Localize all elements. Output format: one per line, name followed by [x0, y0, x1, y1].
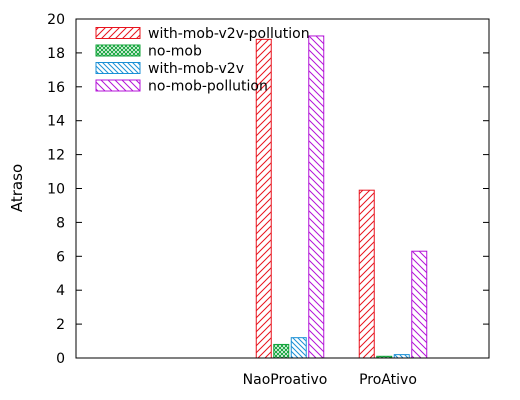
- legend-label: with-mob-v2v: [148, 61, 244, 77]
- plot-frame: [75, 18, 490, 359]
- y-tick-label: 20: [47, 12, 65, 28]
- y-tick-label: 6: [56, 249, 65, 265]
- y-tick-label: 18: [47, 46, 65, 62]
- bar-no-mob-NaoProativo: [273, 343, 290, 359]
- bar-no-mob-pollution-ProAtivo: [411, 250, 428, 359]
- legend-label: with-mob-v2v-pollution: [148, 26, 310, 42]
- legend-swatch: [95, 62, 141, 74]
- legend-swatch: [95, 79, 141, 92]
- legend-label: no-mob: [148, 44, 202, 60]
- bar-no-mob-pollution-NaoProativo: [308, 35, 325, 359]
- bars: [255, 35, 428, 359]
- y-tick-label: 0: [56, 351, 65, 367]
- y-tick-label: 2: [56, 317, 65, 333]
- y-tick-label: 8: [56, 215, 65, 231]
- bar-with-mob-v2v-ProAtivo: [393, 354, 410, 359]
- y-tick-label: 12: [47, 148, 65, 164]
- y-axis-label: Atraso: [8, 164, 26, 212]
- y-tick-label: 14: [47, 114, 65, 130]
- legend-label: no-mob-pollution: [148, 79, 268, 95]
- legend-swatch: [95, 44, 141, 57]
- bar-with-mob-v2v-NaoProativo: [290, 337, 307, 359]
- x-axis-tick-labels: NaoProativo ProAtivo: [243, 372, 417, 388]
- x-tick-label: ProAtivo: [359, 372, 417, 388]
- x-tick-label: NaoProativo: [243, 372, 328, 388]
- y-axis-ticks: 0 2 4 6 8 10 12 14 16 18 20: [47, 12, 489, 367]
- y-tick-label: 4: [56, 283, 65, 299]
- y-tick-label: 16: [47, 80, 65, 96]
- legend-swatch: [95, 27, 141, 39]
- legend: with-mob-v2v-pollution no-mobwith-mob-v2v…: [95, 26, 310, 95]
- y-tick-label: 10: [47, 182, 65, 198]
- bar-with-mob-v2v-pollution-ProAtivo: [358, 189, 375, 359]
